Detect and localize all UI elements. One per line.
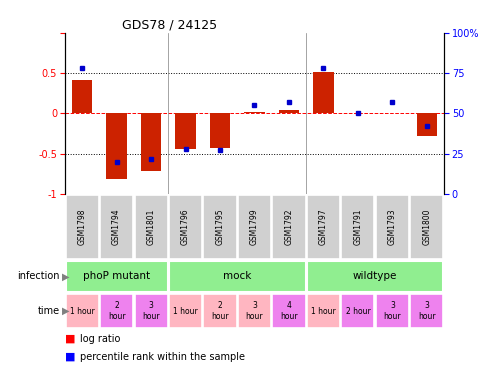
FancyBboxPatch shape bbox=[307, 261, 444, 292]
Text: ▶: ▶ bbox=[62, 306, 70, 316]
Text: 3
hour: 3 hour bbox=[246, 301, 263, 321]
FancyBboxPatch shape bbox=[65, 195, 99, 258]
FancyBboxPatch shape bbox=[376, 195, 409, 258]
Text: 1 hour: 1 hour bbox=[173, 307, 198, 315]
FancyBboxPatch shape bbox=[65, 261, 168, 292]
FancyBboxPatch shape bbox=[272, 294, 305, 328]
FancyBboxPatch shape bbox=[100, 195, 133, 258]
Text: 3
hour: 3 hour bbox=[418, 301, 436, 321]
Text: GSM1796: GSM1796 bbox=[181, 209, 190, 245]
Text: percentile rank within the sample: percentile rank within the sample bbox=[80, 352, 245, 362]
Text: 1 hour: 1 hour bbox=[311, 307, 336, 315]
Bar bbox=[72, 80, 92, 113]
Text: GSM1797: GSM1797 bbox=[319, 209, 328, 245]
Text: 2 hour: 2 hour bbox=[345, 307, 370, 315]
Text: GSM1795: GSM1795 bbox=[216, 209, 225, 245]
FancyBboxPatch shape bbox=[100, 294, 133, 328]
Text: infection: infection bbox=[17, 271, 60, 281]
Text: GSM1801: GSM1801 bbox=[147, 209, 156, 245]
Bar bbox=[278, 110, 299, 113]
Text: 1 hour: 1 hour bbox=[70, 307, 94, 315]
Text: GSM1793: GSM1793 bbox=[388, 209, 397, 245]
Text: GSM1792: GSM1792 bbox=[284, 209, 293, 245]
Text: GSM1791: GSM1791 bbox=[353, 209, 362, 245]
FancyBboxPatch shape bbox=[135, 195, 168, 258]
FancyBboxPatch shape bbox=[376, 294, 409, 328]
Text: wildtype: wildtype bbox=[353, 271, 397, 281]
Text: log ratio: log ratio bbox=[80, 333, 120, 344]
Bar bbox=[106, 113, 127, 179]
Text: 2
hour: 2 hour bbox=[211, 301, 229, 321]
Text: mock: mock bbox=[223, 271, 251, 281]
Text: 4
hour: 4 hour bbox=[280, 301, 298, 321]
FancyBboxPatch shape bbox=[272, 195, 305, 258]
FancyBboxPatch shape bbox=[238, 195, 271, 258]
Text: 3
hour: 3 hour bbox=[384, 301, 401, 321]
FancyBboxPatch shape bbox=[135, 294, 168, 328]
Text: 2
hour: 2 hour bbox=[108, 301, 125, 321]
FancyBboxPatch shape bbox=[169, 294, 202, 328]
FancyBboxPatch shape bbox=[65, 294, 99, 328]
Bar bbox=[210, 113, 231, 148]
FancyBboxPatch shape bbox=[410, 195, 444, 258]
FancyBboxPatch shape bbox=[341, 294, 374, 328]
FancyBboxPatch shape bbox=[238, 294, 271, 328]
FancyBboxPatch shape bbox=[204, 195, 237, 258]
Bar bbox=[417, 113, 437, 136]
Text: time: time bbox=[38, 306, 60, 316]
Text: GSM1799: GSM1799 bbox=[250, 209, 259, 245]
Text: 3
hour: 3 hour bbox=[142, 301, 160, 321]
Bar bbox=[141, 113, 161, 171]
Bar bbox=[175, 113, 196, 149]
Bar bbox=[313, 72, 334, 113]
Text: GSM1794: GSM1794 bbox=[112, 209, 121, 245]
Bar bbox=[244, 112, 265, 113]
Text: GSM1800: GSM1800 bbox=[422, 209, 431, 245]
FancyBboxPatch shape bbox=[169, 261, 305, 292]
Text: ▶: ▶ bbox=[62, 271, 70, 281]
FancyBboxPatch shape bbox=[410, 294, 444, 328]
Text: GSM1798: GSM1798 bbox=[78, 209, 87, 245]
FancyBboxPatch shape bbox=[307, 294, 340, 328]
FancyBboxPatch shape bbox=[204, 294, 237, 328]
FancyBboxPatch shape bbox=[341, 195, 374, 258]
Text: ■: ■ bbox=[65, 333, 75, 344]
Text: GDS78 / 24125: GDS78 / 24125 bbox=[122, 19, 217, 32]
FancyBboxPatch shape bbox=[169, 195, 202, 258]
Text: ■: ■ bbox=[65, 352, 75, 362]
Text: phoP mutant: phoP mutant bbox=[83, 271, 150, 281]
FancyBboxPatch shape bbox=[307, 195, 340, 258]
